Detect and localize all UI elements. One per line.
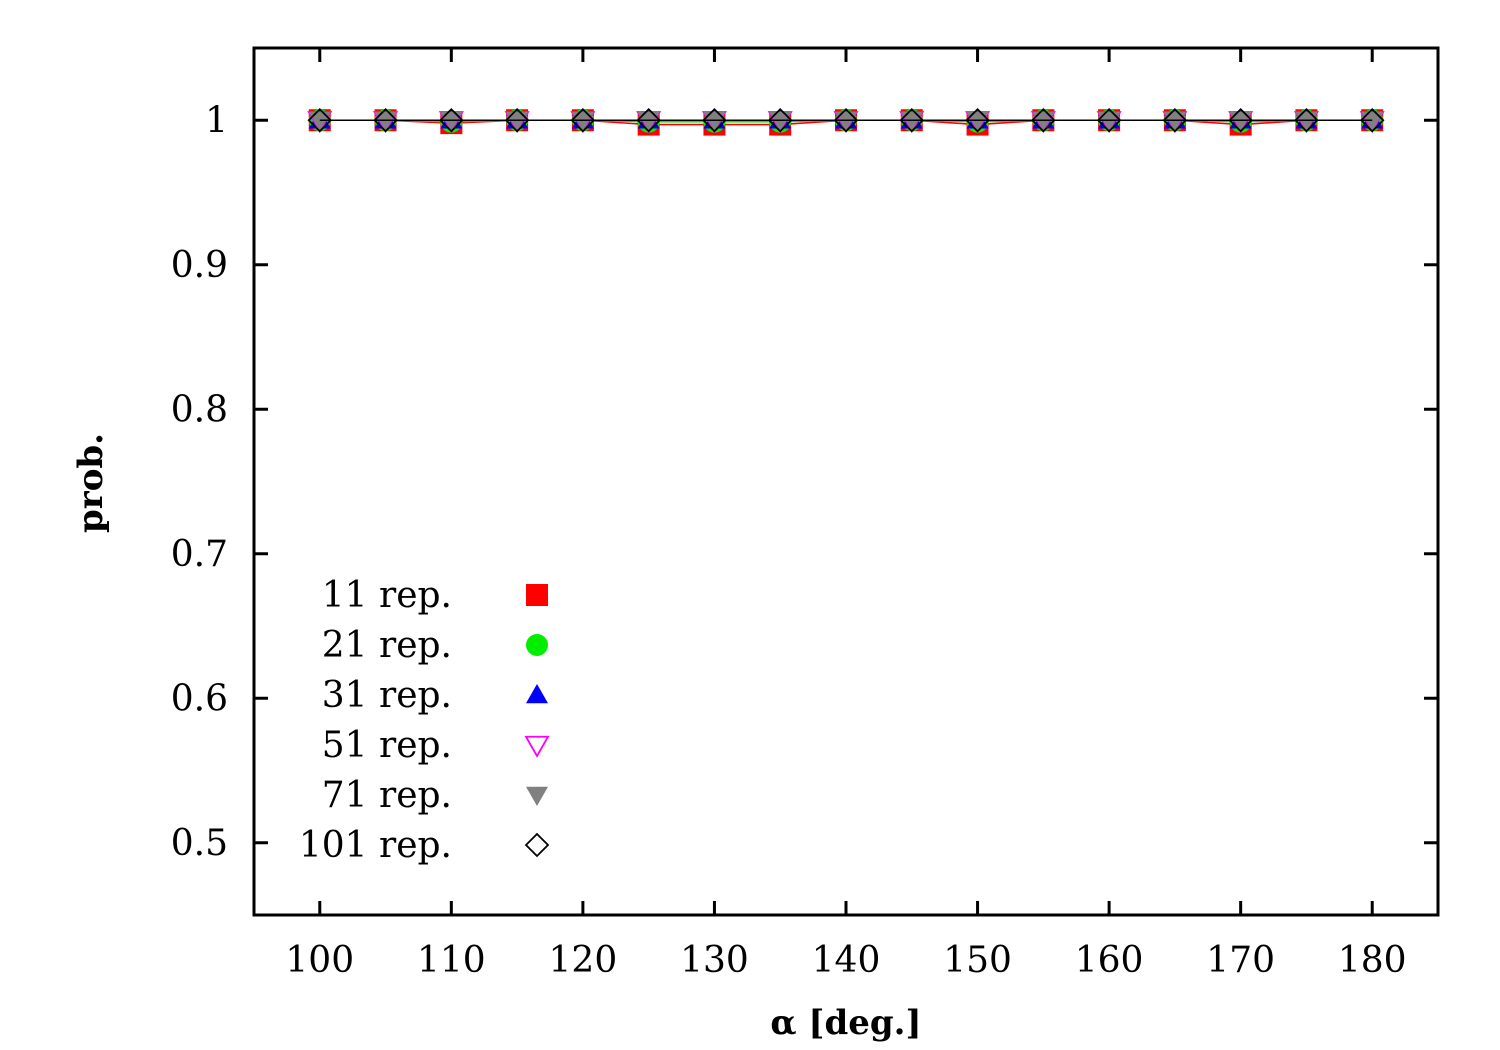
data-point [1032, 112, 1055, 132]
data-point [374, 112, 397, 132]
legend-marker [526, 584, 548, 606]
data-point [637, 112, 660, 132]
data-point [1098, 112, 1121, 132]
data-point [966, 112, 989, 132]
legend-label: 51 rep. [322, 725, 452, 766]
y-tick-label: 0.9 [171, 245, 228, 286]
data-point [308, 112, 331, 132]
data-point [703, 112, 726, 132]
data-point [636, 107, 661, 133]
data-point [1295, 112, 1318, 132]
data-point [702, 107, 727, 133]
data-point [1031, 107, 1056, 133]
x-tick-label: 160 [1075, 940, 1144, 981]
data-point [570, 107, 596, 133]
y-axis-title: prob. [71, 433, 111, 533]
data-point [1228, 107, 1253, 133]
legend-marker [526, 634, 548, 656]
legend-item: 31 rep. [322, 675, 548, 716]
legend-marker [524, 735, 550, 758]
x-axis: 100 110 120 130 140 150 160 170 180 [285, 48, 1407, 981]
data-point [833, 107, 859, 133]
data-point [1162, 107, 1188, 133]
data-point [1359, 107, 1385, 133]
legend-marker [526, 786, 548, 806]
x-tick-label: 170 [1206, 940, 1275, 981]
data-point [1294, 107, 1319, 133]
legend-label: 21 rep. [322, 625, 452, 666]
data-point [1361, 112, 1384, 132]
series-5 [307, 107, 1385, 133]
data-point [769, 112, 792, 132]
x-tick-label: 100 [285, 940, 354, 981]
legend-item: 51 rep. [322, 725, 550, 766]
x-tick-label: 110 [417, 940, 486, 981]
legend-marker [526, 684, 548, 704]
legend-label: 31 rep. [322, 675, 452, 716]
y-tick-label: 0.7 [171, 534, 228, 575]
legend-item: 11 rep. [322, 575, 548, 616]
data-point [571, 112, 594, 132]
data-point [1096, 107, 1122, 133]
x-tick-label: 120 [549, 940, 618, 981]
legend-item: 101 rep. [299, 825, 550, 866]
data-point [506, 112, 529, 132]
data-point [899, 107, 925, 133]
legend: 11 rep. 21 rep. 31 rep. 51 rep. 71 rep. 101 r… [299, 575, 550, 866]
legend-label: 101 rep. [299, 825, 452, 866]
data-point [373, 107, 398, 133]
data-point [835, 112, 857, 132]
legend-item: 71 rep. [322, 775, 548, 816]
data-point [767, 107, 793, 133]
data-point [900, 112, 923, 132]
data-point [504, 107, 530, 133]
data-point [1163, 112, 1186, 132]
x-tick-label: 140 [812, 940, 881, 981]
y-tick-label: 1 [205, 100, 228, 141]
y-axis: 0.5 0.6 0.7 0.8 0.9 1 [171, 100, 1438, 864]
legend-label: 71 rep. [322, 775, 452, 816]
x-axis-title: α [deg.] [770, 1003, 921, 1043]
data-point [439, 107, 464, 133]
legend-label: 11 rep. [322, 575, 452, 616]
data-point [965, 107, 990, 133]
y-tick-label: 0.6 [171, 678, 228, 719]
data-point [440, 112, 463, 132]
data-point [307, 107, 333, 133]
legend-marker [524, 832, 550, 858]
x-tick-label: 180 [1338, 940, 1407, 981]
x-tick-label: 130 [680, 940, 749, 981]
y-tick-label: 0.8 [171, 389, 228, 430]
series-layer [307, 107, 1385, 136]
y-tick-label: 0.5 [171, 823, 228, 864]
x-tick-label: 150 [943, 940, 1012, 981]
legend-item: 21 rep. [322, 625, 548, 666]
data-point [1229, 112, 1252, 132]
